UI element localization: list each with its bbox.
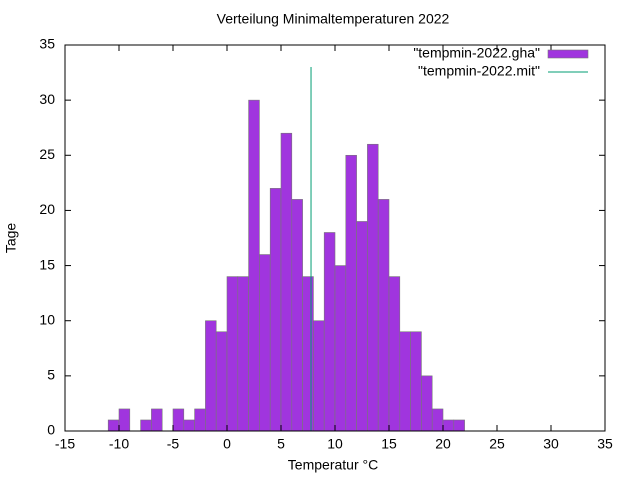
x-tick-label: 0 (223, 436, 231, 452)
x-axis-label: Temperatur °C (288, 457, 378, 473)
bar (107, 419, 120, 432)
y-tick-label: 30 (39, 91, 55, 107)
x-tick-label: 25 (489, 436, 505, 452)
bar (313, 320, 325, 432)
bar (410, 331, 422, 432)
bar (269, 188, 282, 432)
x-tick-label: 35 (597, 436, 613, 452)
bar (345, 154, 357, 432)
bar (118, 408, 131, 432)
y-tick-label: 20 (39, 201, 55, 217)
bar (248, 99, 260, 432)
y-tick-label: 15 (39, 256, 55, 272)
bar (215, 331, 228, 432)
bar (431, 408, 444, 432)
x-tick-label: -10 (109, 436, 129, 452)
bar (399, 331, 411, 432)
bar (151, 408, 163, 432)
bar (237, 276, 249, 432)
bar (259, 254, 271, 432)
bar (442, 419, 455, 432)
bar (334, 265, 347, 432)
x-tick-label: 30 (543, 436, 559, 452)
y-tick-label: 0 (47, 422, 55, 438)
bar (226, 276, 239, 432)
x-tick-label: 15 (381, 436, 397, 452)
y-tick-label: 10 (39, 311, 55, 327)
legend-label: "tempmin-2022.gha" (413, 45, 540, 61)
x-tick-label: 5 (277, 436, 285, 452)
bar (421, 375, 433, 432)
bar (302, 276, 314, 432)
bar (291, 199, 303, 432)
bar (323, 232, 336, 432)
bar (453, 419, 465, 432)
y-tick-label: 35 (39, 36, 55, 52)
bar (194, 408, 206, 432)
chart-title: Verteilung Minimaltemperaturen 2022 (217, 11, 450, 27)
legend-label: "tempmin-2022.mit" (418, 63, 540, 79)
bar (205, 320, 217, 432)
bar (377, 199, 390, 432)
legend-swatch (547, 49, 589, 59)
y-axis-label: Tage (3, 223, 19, 254)
bar (356, 221, 368, 432)
x-tick-label: 20 (435, 436, 451, 452)
bar (280, 132, 293, 432)
y-tick-label: 25 (39, 146, 55, 162)
x-tick-label: -5 (167, 436, 180, 452)
y-tick-label: 5 (47, 367, 55, 383)
bar (367, 143, 379, 432)
bar (183, 419, 195, 432)
x-tick-label: 10 (327, 436, 343, 452)
bar (172, 408, 185, 432)
bar (388, 276, 401, 432)
bar (140, 419, 152, 432)
x-tick-label: -15 (55, 436, 75, 452)
